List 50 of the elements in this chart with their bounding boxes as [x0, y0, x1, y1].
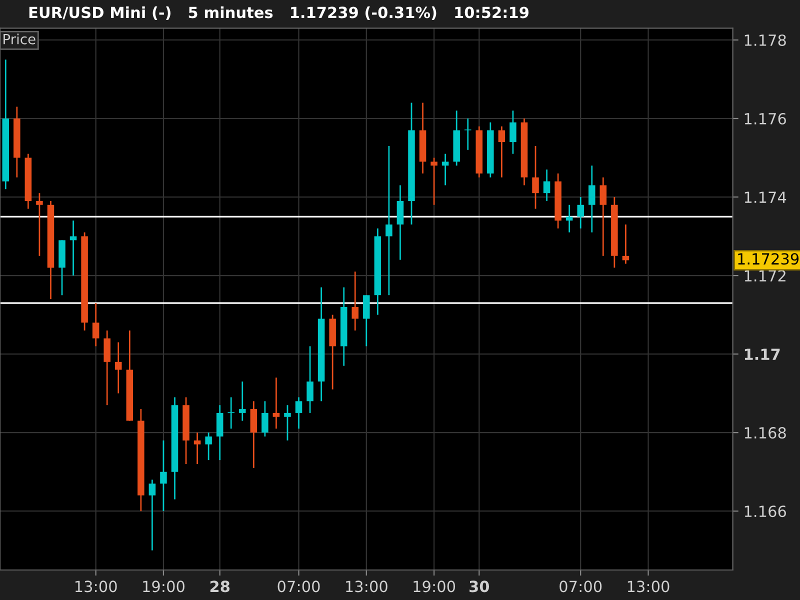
candlestick — [352, 270, 359, 332]
x-tick-label: 28 — [210, 580, 230, 592]
candlestick — [396, 184, 404, 261]
y-tick-label: 1.166 — [744, 506, 786, 518]
candlestick — [577, 196, 584, 230]
candlestick — [262, 400, 268, 438]
x-tick-label: 13:00 — [75, 580, 117, 592]
x-tick-label: 07:00 — [560, 580, 602, 592]
candlestick — [464, 118, 472, 151]
candlestick — [216, 404, 224, 461]
candlestick — [284, 404, 291, 442]
x-tick-label: 30 — [470, 580, 490, 592]
candlestick — [104, 330, 110, 406]
candlestick — [363, 294, 370, 347]
candlestick — [306, 346, 314, 414]
y-axis-title: Price — [4, 34, 36, 44]
y-tick-label: 1.168 — [744, 427, 786, 439]
y-tick-label: 1.174 — [744, 192, 786, 203]
x-tick-label: 13:00 — [346, 580, 388, 592]
y-tick-label: 1.17 — [744, 348, 780, 360]
candlestick — [92, 302, 100, 347]
candlestick — [36, 192, 43, 257]
candlestick — [228, 396, 234, 430]
candlestick — [194, 432, 201, 465]
chart-title: EUR/USD Mini (-) 5 minutes 1.17239 (-0.31%) 10:52:19 — [29, 6, 528, 20]
candlestick — [588, 164, 596, 234]
candlestick — [498, 126, 506, 178]
candlestick — [250, 400, 258, 469]
candlestick — [600, 176, 607, 257]
text: 1.17239 — [738, 253, 799, 265]
x-tick-label: 13:00 — [628, 580, 670, 592]
x-tick-label: 19:00 — [414, 580, 456, 592]
candlestick — [114, 342, 122, 394]
candlestick — [148, 479, 156, 552]
candlestick — [532, 145, 539, 210]
candlestick — [430, 157, 438, 206]
candlestick — [205, 432, 212, 461]
candlestick — [295, 396, 302, 430]
x-tick-label: 07:00 — [278, 580, 320, 592]
y-tick-label: 1.176 — [744, 112, 786, 125]
candlestick — [510, 110, 516, 155]
candlestick — [543, 168, 550, 202]
candlestick — [160, 440, 167, 512]
candlestick — [442, 153, 449, 186]
x-tick-label: 19:00 — [143, 580, 184, 592]
y-tick-label: 1.178 — [744, 34, 786, 46]
candlestick — [566, 204, 573, 234]
candlestick — [272, 376, 280, 430]
candlestick — [239, 380, 246, 422]
candlestick — [386, 145, 392, 296]
